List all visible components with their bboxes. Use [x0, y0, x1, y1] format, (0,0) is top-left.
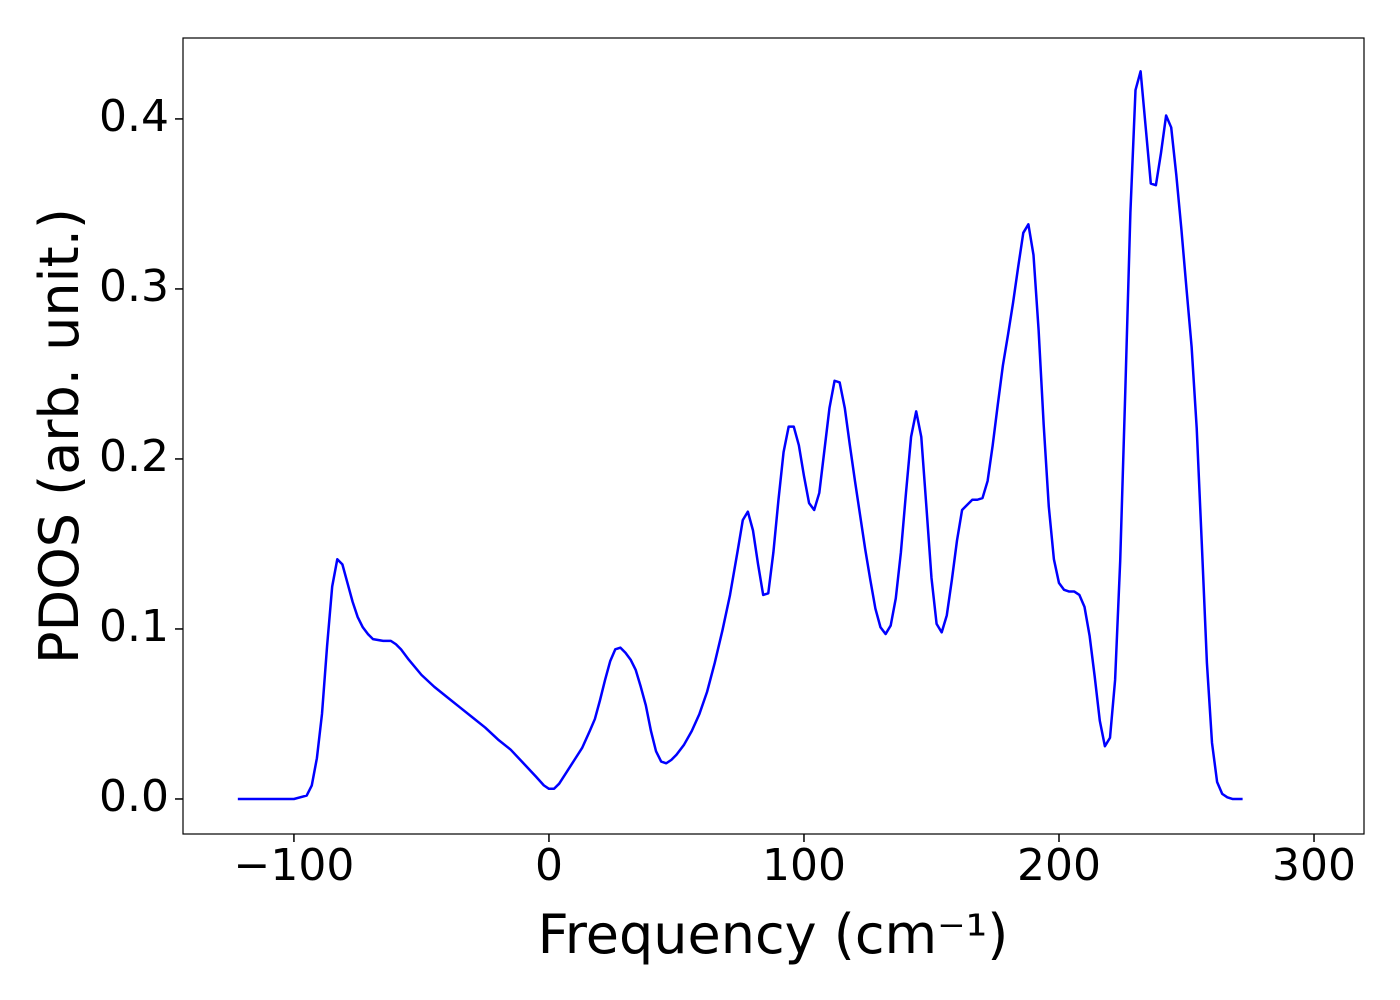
y-tick-label: 0.1	[99, 601, 169, 652]
x-tick-label: −100	[234, 840, 355, 891]
y-axis-label: PDOS (arb. unit.)	[28, 208, 91, 664]
x-tick-label: 300	[1272, 840, 1356, 891]
y-tick-label: 0.3	[99, 261, 169, 312]
x-tick-label: 200	[1017, 840, 1101, 891]
y-tick-label: 0.0	[99, 771, 169, 822]
plot-frame	[182, 37, 1365, 835]
x-tick-label: 100	[762, 840, 846, 891]
x-tick-label: 0	[535, 840, 563, 891]
y-tick-label: 0.2	[99, 431, 169, 482]
y-tick-label: 0.4	[99, 91, 169, 142]
data-line	[237, 70, 1243, 801]
x-axis-label: Frequency (cm⁻¹)	[538, 903, 1009, 966]
